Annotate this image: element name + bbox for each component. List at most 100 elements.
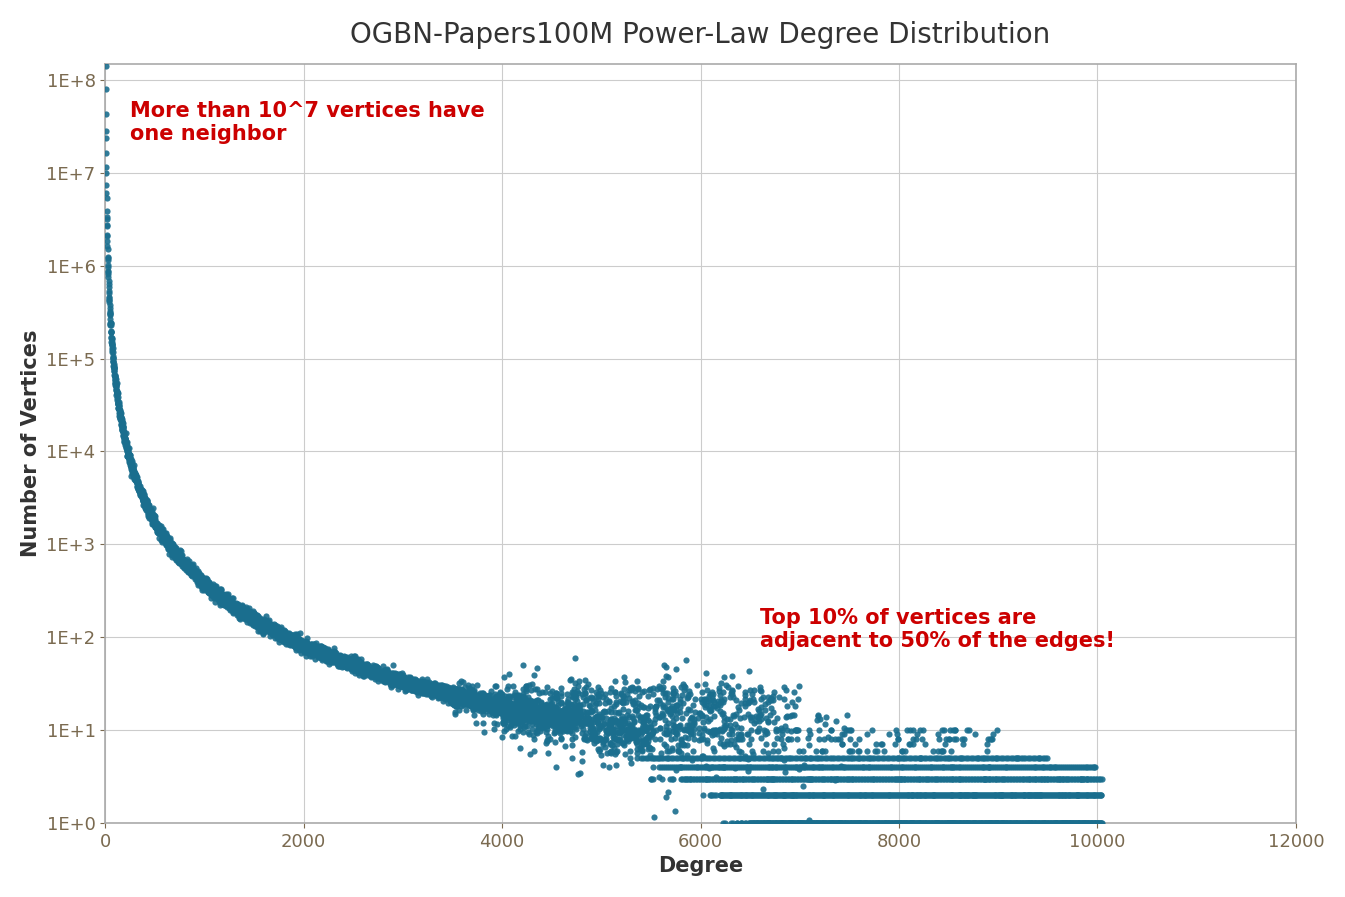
Point xyxy=(480,695,502,710)
Point xyxy=(480,700,502,714)
Point xyxy=(1075,760,1096,774)
Point xyxy=(139,504,160,518)
Point xyxy=(790,788,811,802)
Point xyxy=(1006,788,1028,802)
Point xyxy=(504,701,526,716)
Point xyxy=(533,711,554,726)
Point xyxy=(526,701,547,715)
Point xyxy=(849,788,870,802)
Point xyxy=(226,603,247,617)
Point xyxy=(250,618,272,632)
Point xyxy=(223,600,245,614)
Point xyxy=(749,788,771,802)
Point xyxy=(767,710,788,725)
Point xyxy=(456,688,477,702)
Point xyxy=(463,700,484,714)
Point xyxy=(281,630,303,644)
Point xyxy=(858,751,880,765)
Point xyxy=(921,815,943,830)
Point xyxy=(433,685,455,700)
Point xyxy=(1034,815,1056,830)
Point xyxy=(709,704,730,718)
Point xyxy=(169,555,191,570)
Point xyxy=(335,656,356,670)
Point xyxy=(425,682,447,696)
Point xyxy=(569,698,590,712)
Point xyxy=(756,737,777,752)
Point xyxy=(464,692,486,707)
Point xyxy=(441,692,463,707)
Point xyxy=(539,708,561,722)
Point xyxy=(834,815,855,830)
Point xyxy=(434,692,456,706)
Point xyxy=(783,815,804,830)
Point xyxy=(639,682,660,696)
Point xyxy=(486,700,507,714)
Point xyxy=(636,732,658,746)
Point xyxy=(518,703,539,718)
Point xyxy=(779,815,800,830)
Point xyxy=(635,719,656,734)
Point xyxy=(881,751,902,765)
Point xyxy=(1077,815,1099,830)
Point xyxy=(286,633,308,648)
Point xyxy=(188,575,210,589)
Point xyxy=(475,699,496,713)
Point xyxy=(443,697,464,711)
Point xyxy=(281,637,303,651)
Point xyxy=(576,693,597,708)
Point xyxy=(615,729,636,744)
Point xyxy=(522,708,543,722)
Point xyxy=(869,815,890,830)
Point xyxy=(795,760,816,774)
Point xyxy=(940,751,962,765)
Point xyxy=(551,718,573,733)
Point xyxy=(674,723,695,737)
Point xyxy=(573,730,594,745)
Point xyxy=(222,599,243,614)
Point xyxy=(375,669,397,684)
Point xyxy=(1052,771,1073,786)
Point xyxy=(285,636,307,650)
Point xyxy=(208,584,230,598)
Point xyxy=(541,709,562,723)
Point xyxy=(293,639,315,653)
Point xyxy=(118,448,140,463)
Point xyxy=(312,646,334,660)
Point xyxy=(503,707,525,721)
Point xyxy=(381,666,402,681)
Point xyxy=(859,815,881,830)
Point xyxy=(288,638,309,652)
Point xyxy=(136,495,157,509)
Point xyxy=(358,666,379,680)
Point xyxy=(584,702,605,717)
Point xyxy=(940,788,962,802)
Point xyxy=(773,788,795,802)
Point xyxy=(877,788,898,802)
Point xyxy=(234,603,256,617)
Point xyxy=(693,771,714,786)
Point xyxy=(638,729,659,744)
Point xyxy=(110,418,132,432)
Point xyxy=(366,663,387,677)
Point xyxy=(697,694,718,709)
Point xyxy=(464,692,486,707)
Point xyxy=(352,660,374,675)
Point xyxy=(247,620,269,634)
Point xyxy=(455,686,476,701)
Point xyxy=(468,697,490,711)
Point xyxy=(892,788,913,802)
Point xyxy=(126,474,148,488)
Point xyxy=(623,695,644,710)
Point xyxy=(790,815,811,830)
Point xyxy=(190,571,211,586)
Point xyxy=(1007,771,1029,786)
Point xyxy=(274,632,296,647)
Point xyxy=(558,718,580,733)
Point xyxy=(880,815,901,830)
Point xyxy=(422,677,444,692)
Point xyxy=(568,701,589,715)
Point xyxy=(807,771,829,786)
Point xyxy=(405,679,426,693)
Point xyxy=(144,509,165,524)
